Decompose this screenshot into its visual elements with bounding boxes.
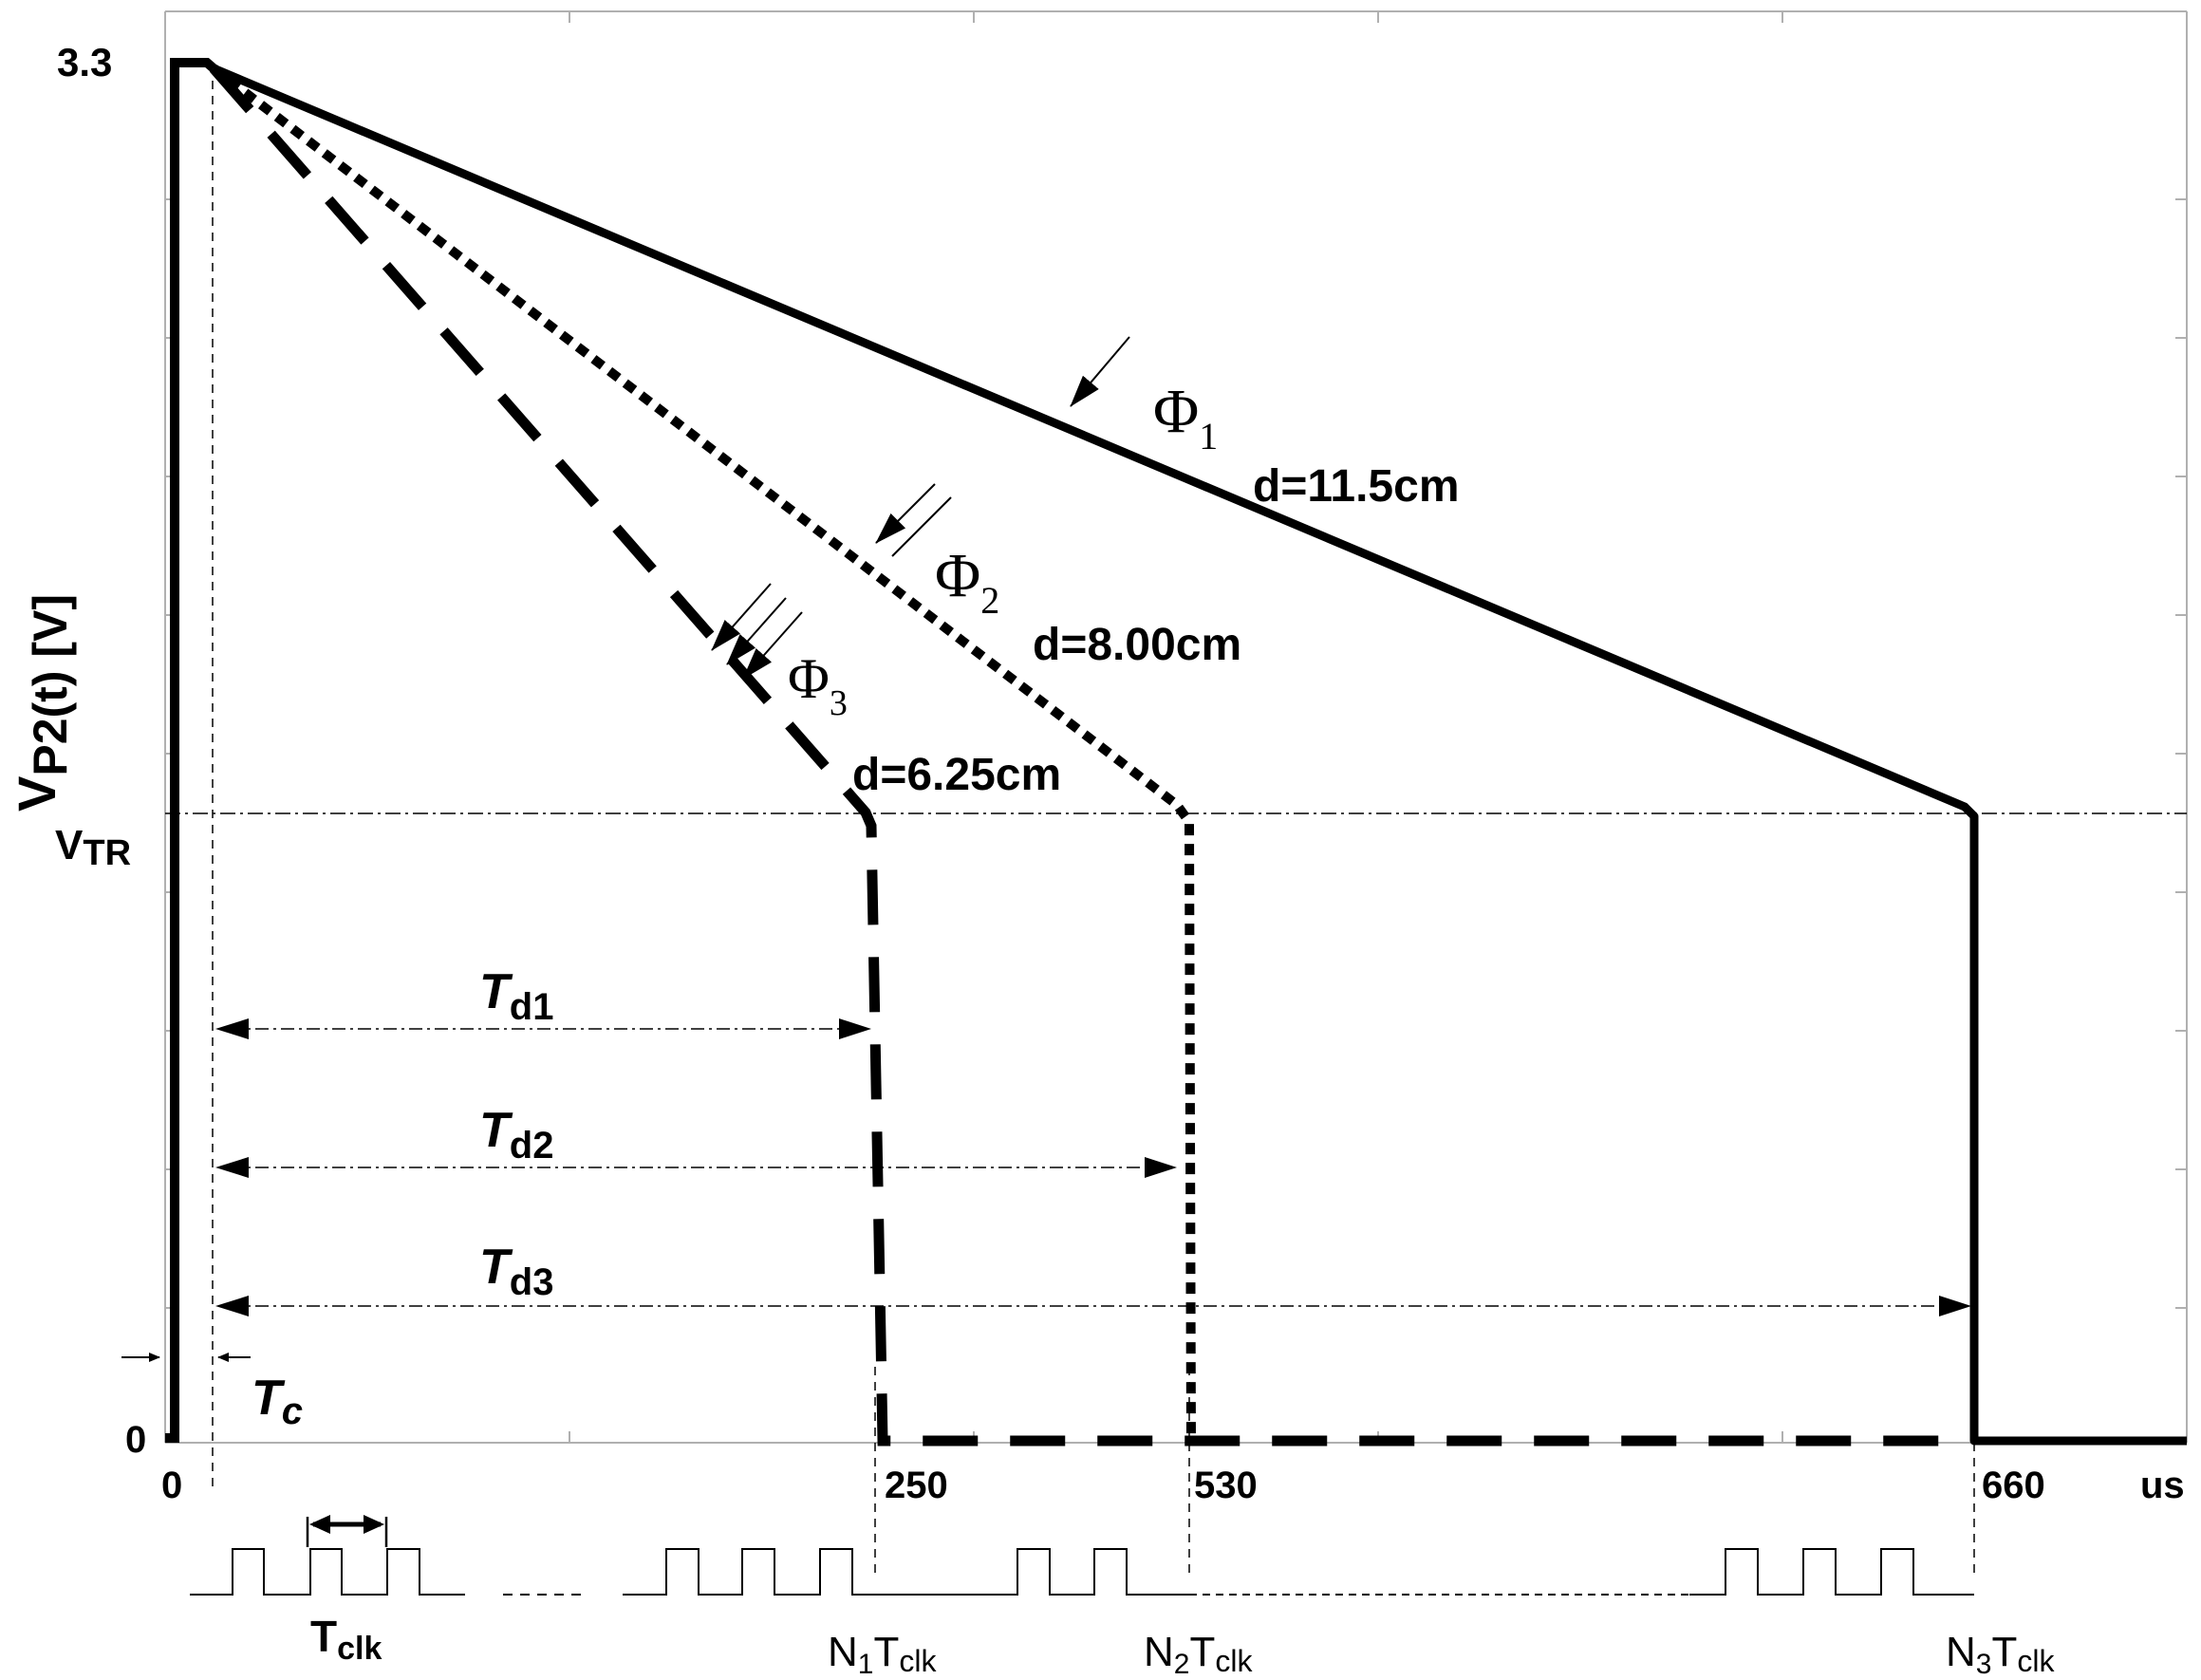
n1-sub: 1 <box>858 1649 874 1680</box>
td3-sub: d3 <box>510 1261 554 1303</box>
plot-frame <box>164 10 2188 1444</box>
x-tick-530-label: 530 <box>1194 1465 1258 1506</box>
delay-arrows <box>230 1028 1946 1307</box>
phi3-label: Φ3 <box>788 647 848 723</box>
td2-sub: d2 <box>510 1125 554 1167</box>
n2-sub: 2 <box>1174 1649 1190 1680</box>
y-axis-title-sub: P2(t) [V] <box>24 594 77 776</box>
n2-tail: T <box>1189 1629 1215 1675</box>
y-axis-title: VP2(t) [V] <box>7 594 77 812</box>
n1-tail: T <box>873 1629 899 1675</box>
td1-label: Td1 <box>479 964 553 1028</box>
n2-tail-sub: clk <box>1215 1644 1253 1678</box>
tclk-arrowheads <box>309 1515 384 1534</box>
phi1-subscript: 1 <box>1199 415 1218 457</box>
distance1-label: d=11.5cm <box>1253 461 1460 512</box>
clock-waveform <box>190 1548 1974 1596</box>
light-arrows <box>711 336 1130 680</box>
td1-sub: d1 <box>510 986 554 1028</box>
phi1-symbol: Φ <box>1153 377 1199 446</box>
n1tclk-label: N1Tclk <box>828 1629 937 1680</box>
phi3-subscript: 3 <box>830 683 848 723</box>
phi3-symbol: Φ <box>788 647 830 710</box>
curve-phi3-dashed <box>209 65 1946 1447</box>
n3-tail: T <box>1991 1629 2017 1675</box>
y-tick-zero-label: 0 <box>125 1419 146 1461</box>
n1-tail-sub: clk <box>899 1644 937 1678</box>
tc-label: Tc <box>252 1371 303 1432</box>
n3tclk-label: N3Tclk <box>1946 1629 2055 1680</box>
tc-main: T <box>252 1371 286 1426</box>
phi1-label: Φ1 <box>1153 377 1218 457</box>
n1-main: N <box>828 1629 858 1675</box>
vertical-guide-lines <box>212 81 1975 1576</box>
x-tick-250-label: 250 <box>885 1465 948 1506</box>
x-tick-660-label: 660 <box>1982 1465 2045 1506</box>
arrow-phi1 <box>1070 336 1130 407</box>
phi2-subscript: 2 <box>980 579 999 622</box>
n3-main: N <box>1946 1629 1976 1675</box>
x-tick-zero-label: 0 <box>161 1465 182 1506</box>
vtr-label-main: V <box>55 822 84 868</box>
phi2-label: Φ2 <box>935 541 999 622</box>
n2-main: N <box>1144 1629 1174 1675</box>
curve-phi2-dotted <box>210 65 1196 1442</box>
vtr-label-sub: TR <box>83 833 131 873</box>
td3-label: Td3 <box>479 1240 553 1303</box>
n2tclk-label: N2Tclk <box>1144 1629 1253 1680</box>
arrow-phi3-c <box>742 611 803 680</box>
arrow-phi3-b <box>726 597 787 665</box>
n3-tail-sub: clk <box>2017 1644 2055 1678</box>
td3-main: T <box>479 1240 513 1295</box>
arrow-phi3-a <box>711 583 772 651</box>
td2-main: T <box>479 1103 513 1158</box>
tclk-sub: clk <box>337 1631 382 1667</box>
n3-sub: 3 <box>1976 1649 1992 1680</box>
delay-arrowheads <box>215 1018 1971 1316</box>
arrow-phi2-a <box>875 483 936 544</box>
y-axis-title-main: V <box>7 776 66 812</box>
frame-ticks <box>165 11 2187 1443</box>
tclk-label: Tclk <box>310 1612 382 1667</box>
y-tick-top-label: 3.3 <box>57 40 112 84</box>
svg-text:VP2(t) [V]: VP2(t) [V] <box>7 594 77 812</box>
td1-main: T <box>479 964 513 1019</box>
tclk-main: T <box>310 1612 337 1661</box>
pulse-rise <box>165 58 217 1443</box>
tc-sub: c <box>282 1391 303 1432</box>
distance2-label: d=8.00cm <box>1033 620 1241 670</box>
td2-label: Td2 <box>479 1103 553 1167</box>
arrow-phi2-b <box>891 496 952 557</box>
x-unit-label: us <box>2140 1465 2185 1506</box>
distance3-label: d=6.25cm <box>852 750 1061 800</box>
curve-phi1-solid <box>212 64 2187 1446</box>
vtr-label: VTR <box>55 822 131 873</box>
phi2-symbol: Φ <box>935 541 980 610</box>
